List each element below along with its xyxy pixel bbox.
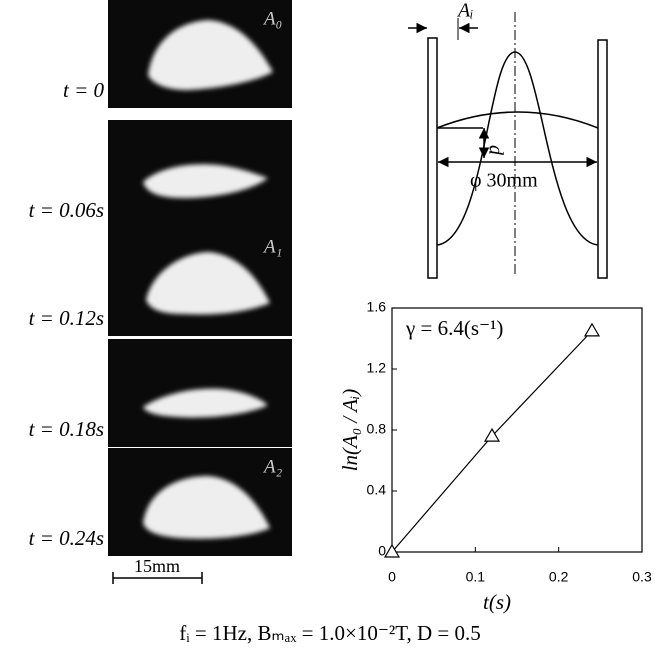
image-label: A₀ bbox=[262, 8, 282, 29]
diagram bbox=[408, 12, 608, 279]
x-tick-label: 0.1 bbox=[466, 569, 486, 585]
data-point bbox=[483, 427, 501, 442]
droplet bbox=[148, 20, 273, 90]
image-label: A₂ bbox=[262, 456, 283, 477]
droplet bbox=[143, 164, 268, 198]
wall bbox=[597, 39, 608, 279]
image-label: A₁ bbox=[262, 236, 282, 257]
flat-profile bbox=[436, 111, 599, 129]
peak-profile bbox=[436, 51, 599, 246]
time-label: t = 0.24s bbox=[29, 526, 104, 550]
photo-column: t = 0 A₀ t = 0.06s t = 0.12s A₁ t = 0.18s t = … bbox=[29, 0, 292, 556]
plot-frame bbox=[391, 307, 643, 553]
x-tick-label: 0.3 bbox=[632, 569, 652, 585]
y-tick-label: 0.8 bbox=[367, 421, 387, 437]
data-point bbox=[383, 543, 401, 558]
y-tick-label: 0 bbox=[378, 543, 386, 559]
area-label: Aᵢ bbox=[456, 0, 473, 22]
y-axis-label: ln(A₀ / Aᵢ) bbox=[338, 389, 362, 472]
x-tick-label: 0.2 bbox=[549, 569, 569, 585]
data-point bbox=[583, 322, 601, 337]
x-axis-label: t(s) bbox=[483, 590, 511, 614]
wall bbox=[427, 37, 438, 279]
y-tick-label: 1.6 bbox=[367, 299, 387, 315]
chart: 0 0.4 0.8 1.2 1.6 0 0.1 0.2 0.3 t(s) ln(A₀ / Aᵢ) γ … bbox=[338, 299, 652, 614]
diameter-label: φ 30mm bbox=[470, 170, 538, 192]
droplet bbox=[143, 476, 270, 539]
caption: fᵢ = 1Hz, Bₘₐₓ = 1.0×10⁻²T, D = 0.5 bbox=[179, 621, 481, 645]
time-label: t = 0.06s bbox=[29, 198, 104, 222]
annotation: γ = 6.4(s⁻¹) bbox=[405, 316, 503, 340]
y-tick-label: 0.4 bbox=[367, 482, 387, 498]
depth-label: d bbox=[484, 145, 506, 156]
time-label: t = 0.12s bbox=[29, 306, 104, 330]
time-label: t = 0 bbox=[63, 78, 105, 102]
droplet bbox=[143, 388, 268, 418]
time-label: t = 0.18s bbox=[29, 417, 104, 441]
droplet bbox=[146, 252, 270, 315]
scale-bar-label: 15mm bbox=[134, 556, 180, 576]
y-tick-label: 1.2 bbox=[367, 360, 387, 376]
x-tick-label: 0 bbox=[388, 569, 396, 585]
